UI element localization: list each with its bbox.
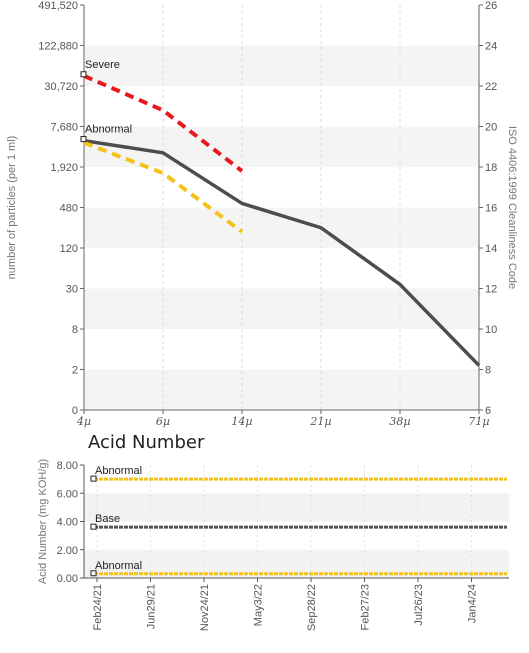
series-line-measured: [83, 138, 481, 367]
y-tick-label: 8: [72, 324, 78, 336]
x-tick-label: Feb24/21: [92, 584, 104, 630]
limit-marker: [80, 136, 87, 143]
grid-band: [84, 369, 479, 410]
limit-label: Abnormal: [95, 560, 142, 572]
x-tick-label: 21µ: [309, 415, 331, 428]
y2-tick-label: 10: [485, 324, 497, 336]
y-tick-label: 2.00: [57, 545, 78, 557]
x-tick-label: Jan4/24: [467, 584, 479, 623]
y-tick-label: 6.00: [57, 488, 78, 500]
y2-tick-label: 14: [485, 243, 497, 255]
y-tick-label: 8.00: [57, 460, 78, 472]
x-tick-label: Jun29/21: [146, 584, 158, 629]
limit-label: Severe: [85, 59, 120, 71]
y2-tick-label: 22: [485, 81, 497, 93]
y2-tick-label: 12: [485, 284, 497, 296]
y-tick-label: 122,880: [38, 41, 78, 53]
y-tick-label: 1,920: [50, 162, 78, 174]
y2-tick-label: 16: [485, 203, 497, 215]
y2-tick-label: 6: [485, 405, 491, 417]
y-tick-label: 7,680: [50, 122, 78, 134]
grid-band: [84, 493, 509, 522]
limit-label: Base: [95, 513, 120, 525]
x-tick-label: 4µ: [76, 415, 91, 428]
y-tick-label: 0.00: [57, 573, 78, 585]
particle-count-chart: 0 2 8 30 120 480 1,920 7,680 30,720 122,880 491,52…: [6, 0, 518, 428]
grid-band: [84, 288, 479, 329]
x-tick-label: 71µ: [468, 415, 489, 428]
y-tick-label: 30,720: [44, 81, 78, 93]
x-tick-label: 14µ: [231, 415, 252, 428]
x-tick-label: 38µ: [389, 415, 410, 428]
y-tick-label: 120: [60, 243, 78, 255]
y-tick-label: 4.00: [57, 517, 78, 529]
y2-tick-label: 20: [485, 122, 497, 134]
grid-band: [84, 45, 479, 86]
grid-band: [84, 126, 479, 167]
y2-axis-title: ISO 4406:1999 Cleanliness Code: [506, 126, 518, 289]
acid-number-chart: Acid Number 0.00 2.00 4.00 6.00 8.00 Feb24/21 J…: [37, 432, 509, 631]
limit-marker: [80, 71, 87, 78]
y-axis-title: number of particles (per 1 ml): [6, 136, 18, 280]
x-tick-label: Nov24/21: [199, 584, 211, 631]
x-tick-label: 6µ: [156, 415, 170, 428]
grid-band: [84, 207, 479, 248]
y2-tick-label: 8: [485, 365, 491, 377]
limit-marker: [90, 475, 97, 482]
x-tick-label: Sep28/22: [306, 584, 318, 631]
series-line-abnormal-limit: [83, 140, 244, 234]
limit-marker: [90, 570, 97, 577]
y2-tick-label: 24: [485, 41, 497, 53]
limit-marker: [90, 523, 97, 530]
limit-label: Abnormal: [95, 465, 142, 477]
y-tick-label: 0: [72, 405, 78, 417]
y-tick-label: 480: [60, 203, 78, 215]
series-line-severe-limit: [83, 74, 244, 173]
x-tick-label: Jul26/23: [413, 584, 425, 626]
y-tick-label: 491,520: [38, 0, 78, 12]
y-tick-label: 30: [66, 284, 78, 296]
y-tick-label: 2: [72, 365, 78, 377]
chart-title: Acid Number: [88, 432, 205, 453]
limit-label: Abnormal: [85, 124, 132, 136]
x-tick-label: May3/22: [253, 584, 265, 626]
y2-tick-label: 26: [485, 0, 497, 12]
y-axis-title: Acid Number (mg KOH/g): [37, 459, 49, 584]
x-tick-label: Feb27/23: [360, 584, 372, 630]
y2-tick-label: 18: [485, 162, 497, 174]
